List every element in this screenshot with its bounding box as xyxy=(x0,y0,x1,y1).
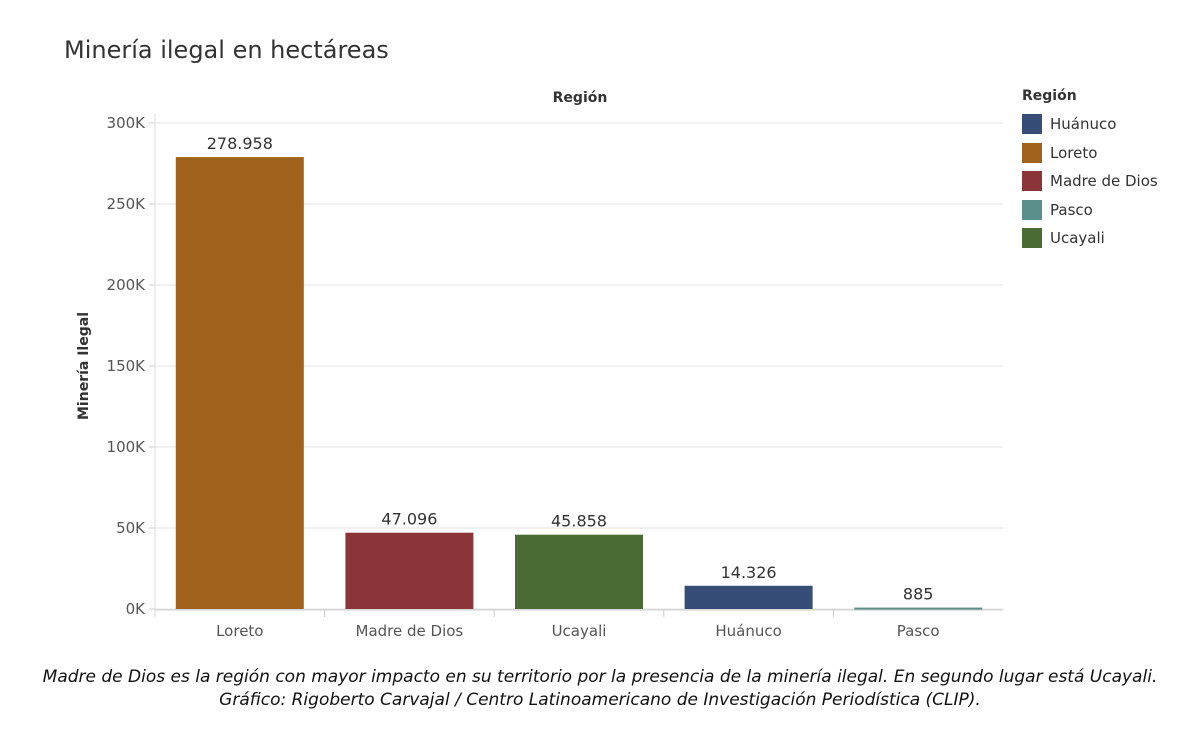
legend-swatch xyxy=(1022,199,1042,220)
legend-label: Huánuco xyxy=(1050,115,1117,134)
legend: Región Huánuco Loreto Madre de Dios Pasco Uc… xyxy=(1022,88,1158,253)
data-label: 885 xyxy=(903,585,934,604)
data-label: 45.858 xyxy=(551,512,607,531)
legend-swatch xyxy=(1022,114,1042,135)
x-tick-label: Huánuco xyxy=(715,622,781,640)
legend-swatch xyxy=(1022,228,1042,249)
legend-item[interactable]: Huánuco xyxy=(1022,110,1158,139)
bar-pasco xyxy=(854,607,983,610)
bar-chart: 0K 50K 100K 150K 200K 250K 300K Región Minería I… xyxy=(76,90,1003,640)
legend-item[interactable]: Ucayali xyxy=(1022,224,1158,253)
bar-huánuco xyxy=(684,585,813,609)
x-axis-title: Región xyxy=(553,90,608,106)
legend-swatch xyxy=(1022,171,1042,192)
y-tick-label: 150K xyxy=(107,357,147,375)
y-tick-label: 100K xyxy=(107,438,147,456)
caption: Madre de Dios es la región con mayor imp… xyxy=(42,667,1158,710)
y-tick-label: 200K xyxy=(107,276,147,294)
y-tick-label: 300K xyxy=(107,114,147,132)
bar-ucayali xyxy=(515,534,643,609)
y-tick-label: 250K xyxy=(107,195,147,213)
y-tick-label: 0K xyxy=(126,600,147,618)
legend-label: Ucayali xyxy=(1050,229,1105,248)
chart-title: Minería ilegal en hectáreas xyxy=(64,36,389,64)
bar-madre-de-dios xyxy=(345,532,474,609)
x-tick-label: Madre de Dios xyxy=(356,622,464,640)
legend-swatch xyxy=(1022,142,1042,163)
legend-item[interactable]: Loreto xyxy=(1022,139,1158,168)
data-label: 14.326 xyxy=(721,563,777,582)
y-axis-title: Minería Ilegal xyxy=(76,312,92,420)
x-tick-label: Loreto xyxy=(216,622,263,640)
legend-label: Madre de Dios xyxy=(1050,172,1158,191)
legend-label: Pasco xyxy=(1050,200,1093,219)
data-label: 278.958 xyxy=(207,134,273,153)
legend-title: Región xyxy=(1022,88,1077,104)
y-tick-label: 50K xyxy=(116,519,146,537)
data-label: 47.096 xyxy=(381,510,437,529)
legend-item[interactable]: Pasco xyxy=(1022,196,1158,225)
x-tick-label: Ucayali xyxy=(552,622,607,640)
legend-label: Loreto xyxy=(1050,143,1098,162)
legend-item[interactable]: Madre de Dios xyxy=(1022,167,1158,196)
bar-loreto xyxy=(175,157,304,609)
x-tick-label: Pasco xyxy=(897,622,940,640)
